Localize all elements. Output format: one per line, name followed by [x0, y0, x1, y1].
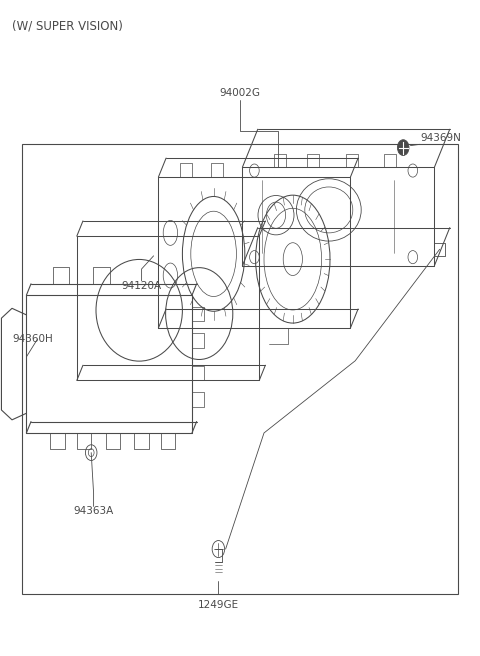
- Text: 94002G: 94002G: [219, 89, 261, 98]
- Text: (W/ SUPER VISION): (W/ SUPER VISION): [12, 20, 123, 33]
- Text: 94363A: 94363A: [73, 506, 114, 516]
- Bar: [22, 144, 458, 594]
- Text: 1249GE: 1249GE: [198, 600, 239, 610]
- Text: 94120A: 94120A: [121, 281, 162, 291]
- Text: 94369N: 94369N: [420, 133, 461, 143]
- Text: 94360H: 94360H: [12, 334, 53, 344]
- Circle shape: [397, 140, 409, 155]
